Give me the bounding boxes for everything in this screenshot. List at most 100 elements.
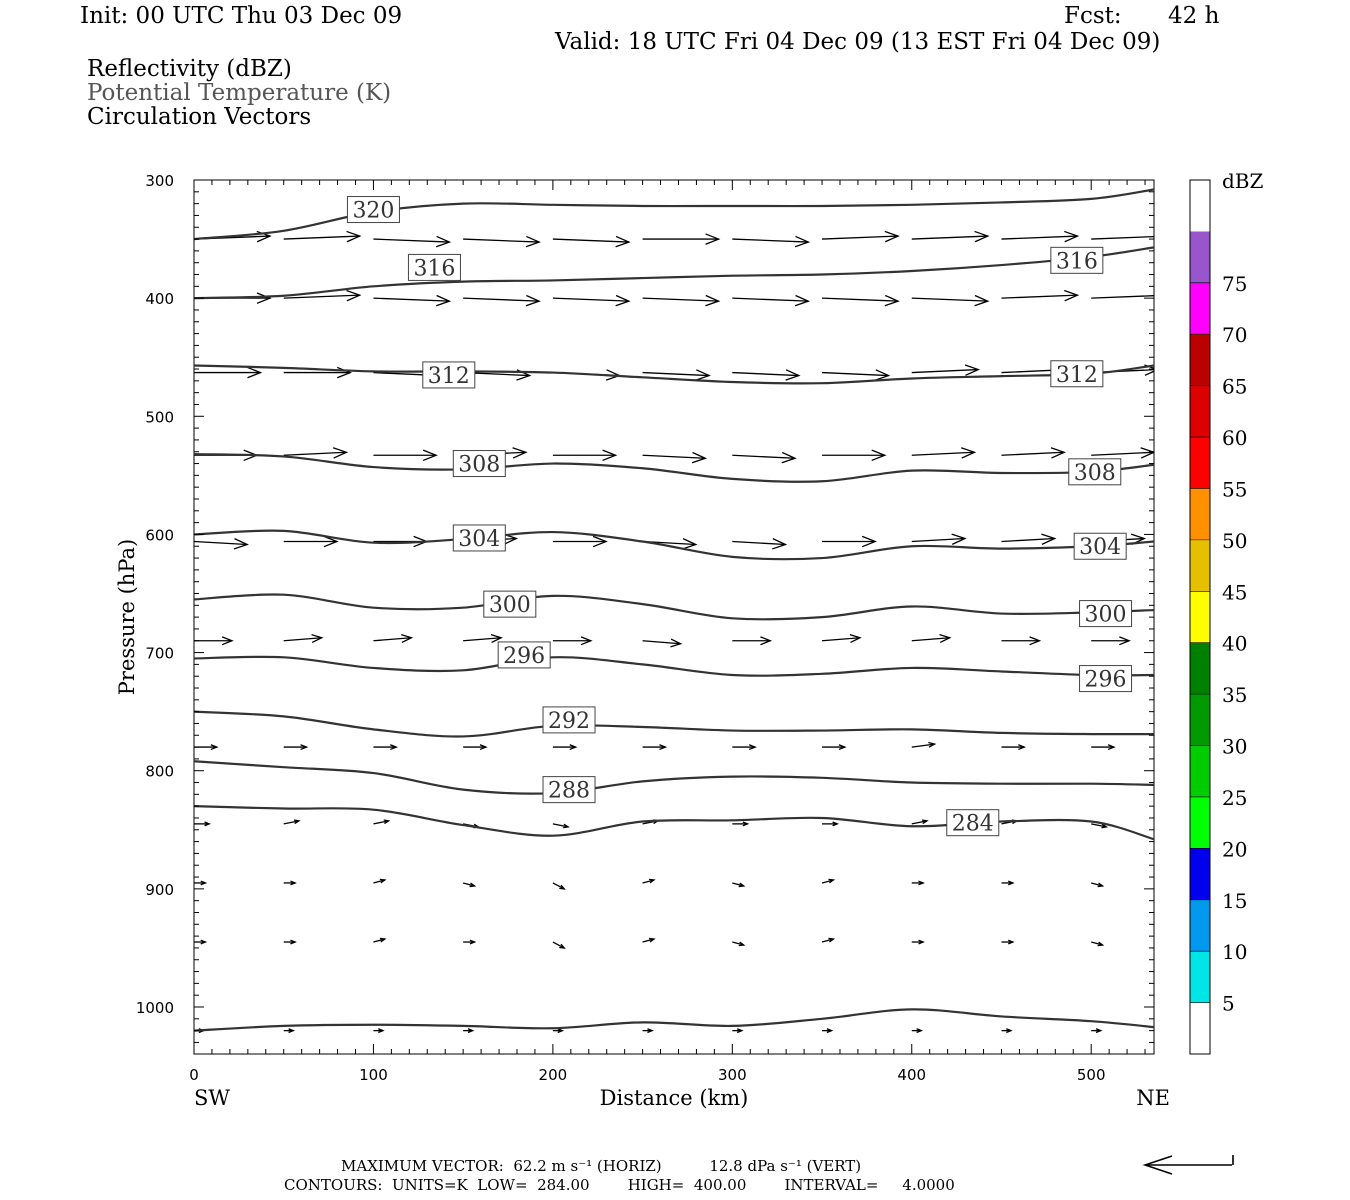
vector-arrow [732,941,746,947]
valid-time: Valid: 18 UTC Fri 04 Dec 09 (13 EST Fri … [555,29,1161,55]
vector-arrow [911,880,925,886]
vector-arrow [732,882,746,888]
colorbar-unit: dBZ [1222,169,1264,193]
y-tick-label: 600 [145,526,174,544]
vector-arrow [821,937,836,943]
vector-arrow [1001,289,1080,302]
vector-arrow [1091,1028,1103,1034]
reference-vector [1142,1155,1234,1175]
colorbar-swatch [1190,642,1210,695]
vector-arrow [911,364,981,376]
colorbar-swatch [1190,796,1210,849]
theta-contour-288 [194,760,1154,795]
vector-arrow [1001,230,1080,243]
contour-label: 312 [428,364,470,389]
vector-arrow [1001,939,1015,945]
vector-arrow [642,638,683,648]
contour-label: 304 [458,527,500,552]
colorbar-label: 30 [1222,735,1247,759]
colorbar-label: 60 [1222,426,1247,450]
contour-label-box [452,524,506,552]
vector-arrow [463,744,488,751]
vector-arrow [911,447,977,459]
colorbar-label: 75 [1222,272,1247,296]
x-tick-label: 400 [897,1066,926,1084]
colorbar-label: 5 [1222,992,1235,1016]
vector-arrow [732,538,788,550]
colorbar-swatch [1190,1002,1210,1054]
colorbar-swatch [1190,539,1210,592]
vector-arrow [462,882,477,888]
x-left-endpoint-label: SW [194,1086,230,1110]
colorbar-label: 50 [1222,529,1247,553]
vector-arrow [194,939,208,945]
colorbar-label: 45 [1222,580,1247,604]
vector-arrow [642,369,711,381]
vector-arrow [552,235,631,248]
colorbar-swatch [1190,899,1210,952]
colorbar-frame [1189,179,1211,1055]
vector-arrow [642,878,656,884]
vector-arrow [822,821,840,827]
x-tick-label: 500 [1077,1066,1106,1084]
vector-arrow [911,939,925,945]
contour-label: 320 [352,199,394,224]
colorbar-swatch [1190,231,1210,283]
axes: 300 400 500 600 700 800 900 1000 0 100 200 300 400 50… [115,172,1170,1110]
vector-arrow [373,294,452,307]
theta-contour-320 [194,188,1154,241]
footer-max-vector: MAXIMUM VECTOR: 62.2 m s⁻¹ (HORIZ) 12.8 … [341,1157,862,1175]
theta-contour-308 [194,452,1154,483]
x-tick-label: 100 [359,1066,388,1084]
vector-arrow [911,533,967,545]
theta-contour-292 [194,710,1154,738]
contour-label: 288 [548,779,590,804]
vector-arrow [1091,231,1154,240]
vector-arrow [1091,882,1105,888]
vector-arrow [1091,447,1154,459]
vector-arrow [283,1028,295,1034]
vector-arrow [642,233,721,245]
vector-arrow [911,634,952,644]
vector-arrow [1091,636,1131,646]
x-axis-label: Distance (km) [600,1086,749,1110]
theta-contour-300 [194,593,1154,621]
colorbar-swatch [1190,437,1210,489]
vector-arrow [373,819,391,825]
vector-arrow [194,636,234,646]
vector-arrow [642,1028,654,1034]
vector-arrow [1001,880,1015,886]
contour-label: 308 [1074,461,1116,486]
contour-label: 312 [1056,363,1098,388]
y-tick-label: 400 [145,290,174,308]
colorbar-label: 70 [1222,323,1247,347]
vector-arrow [1091,941,1105,947]
vector-arrow [552,1028,565,1034]
vector-arrow [283,366,352,379]
vector-arrow [822,535,878,548]
vector-arrow [911,294,990,307]
colorbar-swatch [1190,694,1210,746]
contour-label: 296 [1085,668,1127,693]
contour-label-box [422,361,476,389]
colorbar-swatch [1190,745,1210,797]
x-tick-label: 300 [718,1066,747,1084]
field-potential-temperature: Potential Temperature (K) [87,80,392,106]
colorbar-label: 25 [1222,786,1247,810]
vector-arrow [194,538,249,550]
contour-label: 300 [1085,603,1127,628]
colorbar-label: 65 [1222,375,1247,399]
init-time: Init: 00 UTC Thu 03 Dec 09 [80,3,403,29]
vector-arrow [732,369,801,381]
y-tick-label: 500 [145,408,174,426]
colorbar-label: 15 [1222,889,1247,913]
vector-arrow [1091,290,1154,299]
vector-arrow [822,230,900,243]
contour-label-box [542,706,596,734]
vector-arrow [283,230,362,243]
x-right-endpoint-label: NE [1136,1086,1170,1110]
vector-arrow [283,939,297,945]
vector-arrow [552,882,566,890]
vector-arrow [283,744,309,751]
contour-label-box [483,590,537,618]
